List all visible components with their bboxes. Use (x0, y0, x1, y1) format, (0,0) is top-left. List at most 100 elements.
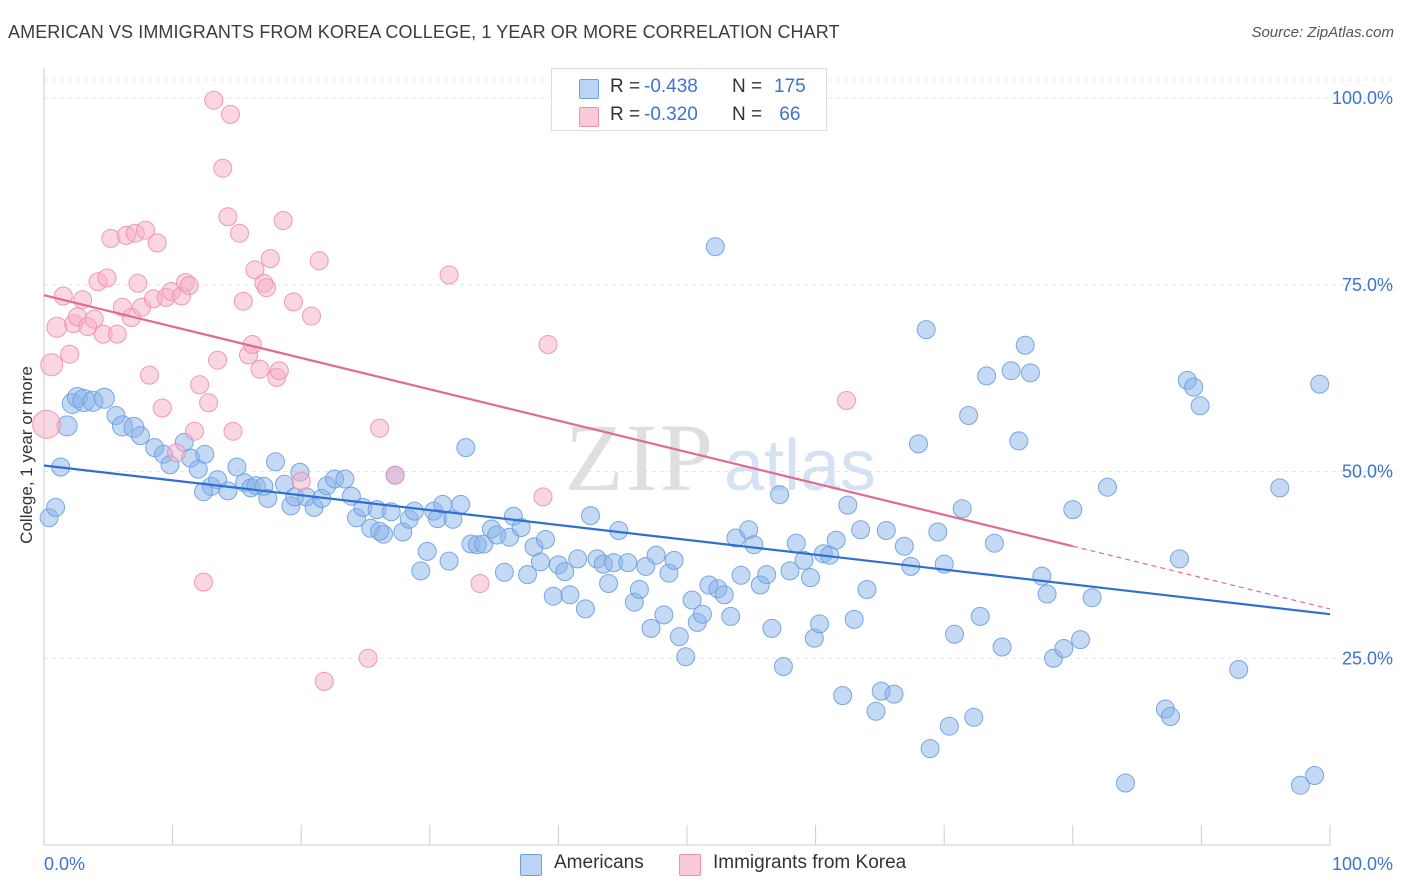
point-americans (1116, 773, 1135, 793)
point-americans (370, 521, 390, 541)
point-korea (291, 471, 311, 491)
point-americans (568, 549, 588, 569)
point-americans (909, 434, 928, 454)
point-americans (992, 637, 1012, 657)
point-americans (1071, 630, 1090, 650)
point-korea (837, 391, 856, 410)
point-korea (358, 648, 378, 668)
point-americans (93, 387, 115, 409)
point-korea (204, 90, 224, 110)
y-axis-label: College, 1 year or more (17, 366, 36, 544)
y-tick-label: 100.0% (1332, 88, 1393, 108)
y-tick-label: 75.0% (1342, 275, 1393, 295)
point-korea (40, 353, 64, 377)
point-americans (618, 553, 638, 573)
point-korea (213, 158, 233, 178)
point-korea (185, 421, 204, 441)
points-layer (32, 90, 1330, 795)
point-americans (876, 521, 896, 540)
point-americans (443, 509, 463, 529)
legend-row-americans: R = -0.438 N = 175 (552, 73, 806, 101)
point-americans (1161, 707, 1180, 726)
point-americans (195, 444, 215, 464)
point-korea (538, 335, 558, 354)
point-americans (810, 614, 829, 634)
point-americans (560, 585, 580, 605)
point-americans (530, 552, 550, 572)
point-americans (757, 565, 777, 585)
point-americans (851, 520, 871, 540)
point-americans (599, 574, 619, 593)
point-americans (669, 627, 689, 647)
point-americans (762, 618, 782, 638)
point-korea (314, 671, 334, 691)
point-korea (250, 359, 270, 379)
point-korea (223, 421, 243, 441)
point-americans (1184, 377, 1204, 397)
point-americans (1290, 775, 1310, 795)
point-americans (258, 488, 278, 508)
point-korea (218, 207, 238, 227)
point-americans (654, 605, 674, 625)
point-americans (130, 426, 150, 446)
point-korea (533, 487, 553, 507)
point-americans (1170, 549, 1189, 569)
point-americans (194, 482, 213, 502)
point-korea (107, 324, 127, 344)
point-americans (1270, 478, 1290, 498)
point-korea (179, 276, 199, 295)
legend-n-value: 66 (774, 104, 801, 125)
point-americans (629, 580, 649, 599)
point-americans (801, 568, 820, 588)
point-americans (1098, 477, 1117, 497)
point-korea (385, 465, 405, 485)
point-americans (977, 366, 997, 386)
point-korea (221, 104, 240, 124)
point-americans (664, 550, 684, 570)
point-americans (928, 522, 948, 542)
bottom-legend-label-korea: Immigrants from Korea (713, 852, 907, 873)
point-americans (773, 657, 793, 676)
point-americans (1037, 584, 1057, 604)
point-korea (370, 418, 390, 438)
x-tick-label: 0.0% (44, 854, 85, 874)
point-korea (46, 316, 68, 338)
point-korea (147, 233, 167, 253)
point-korea (32, 409, 62, 439)
point-americans (959, 406, 979, 425)
point-americans (714, 585, 734, 605)
point-americans (770, 485, 790, 505)
point-americans (381, 502, 401, 522)
legend-row-korea: R = -0.320 N = 66 (552, 101, 800, 129)
watermark-zip: ZIP (565, 404, 715, 511)
point-americans (833, 686, 853, 706)
point-americans (952, 499, 972, 519)
point-korea (84, 309, 104, 329)
point-korea (128, 273, 148, 293)
trend-line-korea (43, 294, 1074, 548)
point-americans (692, 604, 712, 624)
point-americans (786, 533, 806, 553)
point-korea (439, 265, 459, 285)
point-americans (1001, 361, 1021, 381)
point-americans (1009, 431, 1029, 451)
point-korea (257, 278, 276, 298)
point-americans (218, 481, 238, 501)
point-korea (269, 361, 289, 381)
point-americans (417, 541, 437, 561)
point-americans (1063, 500, 1083, 520)
point-korea (190, 375, 210, 395)
series-korea (32, 90, 856, 691)
legend-r-value: -0.320 (644, 104, 698, 125)
point-korea (245, 260, 265, 280)
y-tick-label: 50.0% (1342, 462, 1393, 482)
point-americans (439, 551, 459, 571)
point-americans (646, 545, 666, 565)
point-korea (60, 344, 80, 364)
stats-legend: R = -0.438 N = 175 R = -0.320 N = 66 (551, 68, 827, 131)
point-americans (1305, 766, 1325, 785)
point-americans (794, 550, 814, 570)
point-americans (731, 565, 751, 585)
legend-swatch-korea (579, 107, 599, 127)
